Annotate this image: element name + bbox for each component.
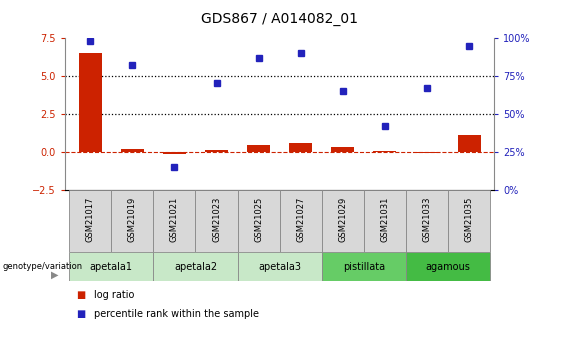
Bar (289, 144, 312, 152)
Bar (111, 190, 153, 252)
Text: ■: ■ (76, 290, 85, 300)
Bar (205, 150, 228, 152)
Text: apetala2: apetala2 (174, 262, 217, 272)
Text: pistillata: pistillata (343, 262, 385, 272)
Bar (163, 152, 186, 154)
Bar (121, 149, 144, 152)
Bar (448, 190, 490, 252)
Text: GSM21025: GSM21025 (254, 197, 263, 242)
Bar (406, 252, 490, 281)
Bar (373, 151, 397, 152)
Bar (153, 252, 237, 281)
Bar (322, 252, 406, 281)
Bar (247, 145, 270, 152)
Bar (280, 190, 322, 252)
Bar (331, 147, 354, 152)
Text: apetala3: apetala3 (258, 262, 301, 272)
Text: GSM21019: GSM21019 (128, 197, 137, 242)
Text: GSM21027: GSM21027 (296, 197, 305, 242)
Bar (406, 190, 448, 252)
Bar (458, 135, 481, 152)
Text: GSM21023: GSM21023 (212, 197, 221, 242)
Text: GSM21033: GSM21033 (423, 197, 432, 242)
Bar (79, 53, 102, 152)
Text: ▶: ▶ (51, 270, 58, 280)
Text: agamous: agamous (425, 262, 471, 272)
Bar (364, 190, 406, 252)
Text: GSM21035: GSM21035 (464, 197, 473, 242)
Bar (322, 190, 364, 252)
Text: log ratio: log ratio (94, 290, 134, 300)
Text: ■: ■ (76, 309, 85, 319)
Text: GSM21021: GSM21021 (170, 197, 179, 242)
Bar (237, 190, 280, 252)
Text: GSM21029: GSM21029 (338, 197, 347, 242)
Text: GSM21031: GSM21031 (380, 197, 389, 242)
Bar (153, 190, 195, 252)
Text: genotype/variation: genotype/variation (3, 262, 83, 271)
Bar (237, 252, 322, 281)
Text: GDS867 / A014082_01: GDS867 / A014082_01 (201, 12, 358, 26)
Text: GSM21017: GSM21017 (86, 197, 95, 242)
Text: apetala1: apetala1 (90, 262, 133, 272)
Text: percentile rank within the sample: percentile rank within the sample (94, 309, 259, 319)
Bar (69, 252, 153, 281)
Bar (195, 190, 237, 252)
Bar (69, 190, 111, 252)
